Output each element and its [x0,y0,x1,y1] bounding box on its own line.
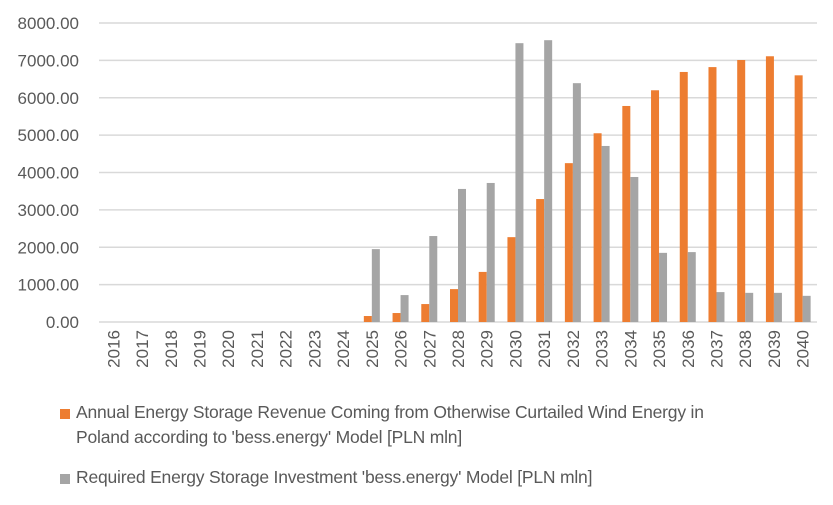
legend-swatch-revenue [60,409,70,419]
y-tick-label: 7000.00 [18,51,79,70]
bar-investment-2025 [371,249,380,322]
bar-investment-2034 [630,176,639,322]
bar-revenue-2026 [392,313,401,322]
bar-investment-2032 [572,83,581,322]
x-tick-label: 2032 [564,330,583,368]
bar-revenue-2035 [651,90,660,323]
bar-revenue-2037 [708,67,717,322]
bar-investment-2029 [486,182,495,322]
y-axis-tick-labels: 0.00 1000.00 2000.00 3000.00 4000.00 5000.00 6… [18,14,79,332]
bar-revenue-2040 [794,75,803,322]
x-tick-label: 2024 [334,330,353,368]
bar-investment-2036 [687,252,696,322]
x-tick-label: 2025 [363,330,382,368]
y-tick-label: 3000.00 [18,201,79,220]
x-tick-label: 2037 [707,330,726,368]
bar-investment-2037 [716,292,725,322]
bar-revenue-2032 [564,163,573,322]
bar-revenue-2025 [363,316,372,322]
bar-investment-2028 [458,188,466,322]
x-tick-label: 2038 [736,330,755,368]
y-tick-label: 1000.00 [18,276,79,295]
bar-revenue-2034 [622,105,631,322]
x-tick-label: 2040 [794,330,813,368]
x-tick-label: 2033 [593,330,612,368]
bar-revenue-2027 [421,304,430,322]
bar-investment-2033 [601,145,610,322]
legend-label-revenue-line1: Annual Energy Storage Revenue Coming fro… [76,402,704,422]
x-tick-label: 2020 [219,330,238,368]
bar-investment-2027 [429,236,438,322]
bar-revenue-2039 [765,56,774,323]
y-tick-label: 5000.00 [18,126,79,145]
legend-label-revenue: Annual Energy Storage Revenue Coming fro… [76,400,704,450]
legend-label-investment: Required Energy Storage Investment 'bess… [76,467,593,487]
y-tick-label: 6000.00 [18,89,79,108]
bar-investment-2040 [802,295,811,322]
x-tick-label: 2029 [478,330,497,368]
legend-item-investment: Required Energy Storage Investment 'bess… [60,465,592,490]
x-tick-label: 2030 [506,330,525,368]
y-tick-label: 4000.00 [18,164,79,183]
legend-swatch-investment [60,474,70,484]
bar-revenue-2036 [679,71,688,323]
bar-investment-2035 [659,252,668,322]
x-tick-label: 2019 [191,330,210,368]
x-tick-label: 2035 [650,330,669,368]
y-tick-label: 0.00 [46,313,79,332]
bar-revenue-2033 [593,133,602,322]
bar-revenue-2029 [478,271,487,322]
gridlines [99,22,817,323]
bar-revenue-2038 [737,60,746,322]
x-tick-label: 2023 [305,330,324,368]
y-tick-label: 2000.00 [18,238,79,257]
bar-revenue-2031 [536,199,545,322]
bar-chart: 0.00 1000.00 2000.00 3000.00 4000.00 5000.00 6… [18,14,817,368]
x-tick-label: 2022 [277,330,296,368]
bar-investment-2030 [515,43,524,323]
x-tick-label: 2027 [420,330,439,368]
x-tick-label: 2036 [679,330,698,368]
x-tick-label: 2031 [535,330,554,368]
y-tick-label: 8000.00 [18,14,79,33]
x-tick-label: 2021 [248,330,267,368]
x-tick-label: 2028 [449,330,468,368]
x-tick-label: 2026 [392,330,411,368]
x-tick-label: 2034 [621,330,640,368]
bar-investment-2031 [544,40,553,322]
x-axis-tick-labels: 2016 2017 2018 2019 2020 2021 2022 2023 2024 2025… [104,330,812,368]
x-tick-label: 2017 [133,330,152,368]
x-tick-label: 2039 [765,330,784,368]
bar-investment-2038 [745,292,754,322]
bars [363,40,811,323]
legend-label-revenue-line2: Poland according to 'bess.energy' Model … [76,427,462,447]
x-tick-label: 2016 [104,330,123,368]
bar-revenue-2030 [507,237,516,322]
x-tick-label: 2018 [162,330,181,368]
bar-investment-2039 [773,292,782,322]
bar-revenue-2028 [450,289,458,322]
bar-investment-2026 [400,295,409,322]
legend-item-revenue: Annual Energy Storage Revenue Coming fro… [60,400,704,450]
